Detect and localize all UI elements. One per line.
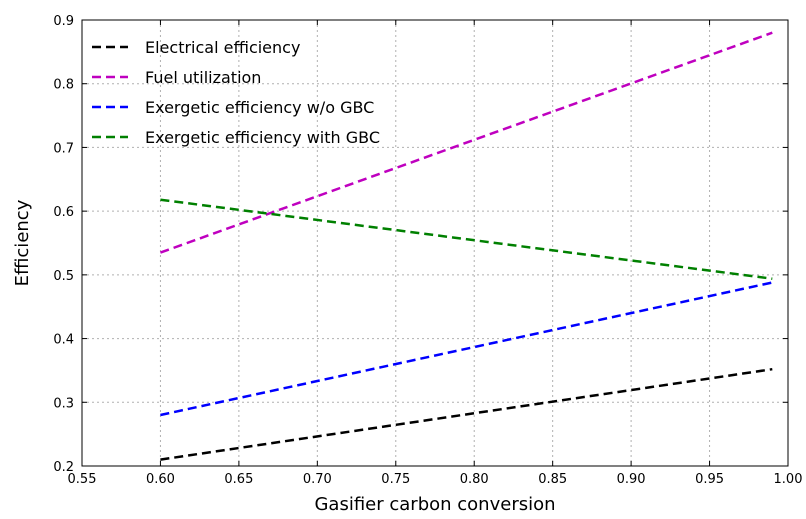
x-tick-label: 0.95 <box>695 472 724 487</box>
x-tick-label: 0.90 <box>617 472 646 487</box>
x-tick-label: 0.70 <box>303 472 332 487</box>
axis-ticks: 0.55 0.60 0.65 0.70 0.75 0.80 0.85 0.90 0.95 1.00… <box>53 14 802 487</box>
y-tick-label: 0.4 <box>53 333 74 348</box>
x-tick-label: 0.75 <box>381 472 410 487</box>
x-tick-label: 0.85 <box>538 472 567 487</box>
y-tick-label: 0.7 <box>53 141 74 156</box>
x-tick-label: 0.80 <box>460 472 489 487</box>
legend-label: Fuel utilization <box>145 68 261 87</box>
x-tick-label: 0.55 <box>68 472 97 487</box>
x-tick-label: 0.60 <box>146 472 175 487</box>
y-axis-title: Efficiency <box>12 199 33 286</box>
series-line <box>160 367 773 461</box>
legend-label: Electrical efficiency <box>145 38 300 57</box>
y-tick-label: 0.3 <box>53 396 74 411</box>
y-tick-label: 0.5 <box>53 269 74 284</box>
plot-background <box>82 20 788 466</box>
series-lines <box>159 31 773 461</box>
series-line <box>159 31 773 254</box>
x-axis-title: Gasifier carbon conversion <box>314 494 555 515</box>
y-tick-label: 0.2 <box>53 460 74 475</box>
y-tick-label: 0.9 <box>53 14 74 29</box>
series-line <box>160 198 773 280</box>
legend-label: Exergetic efficiency w/o GBC <box>145 98 374 117</box>
legend-label: Exergetic efficiency with GBC <box>145 128 380 147</box>
grid-lines <box>82 20 788 466</box>
x-tick-label: 0.65 <box>224 472 253 487</box>
series-line <box>160 281 773 417</box>
y-tick-label: 0.6 <box>53 205 74 220</box>
legend: Electrical efficiency Fuel utilization Exe… <box>92 38 380 147</box>
plot-frame <box>81 19 789 467</box>
y-tick-label: 0.8 <box>53 78 74 93</box>
x-tick-label: 1.00 <box>774 472 803 487</box>
